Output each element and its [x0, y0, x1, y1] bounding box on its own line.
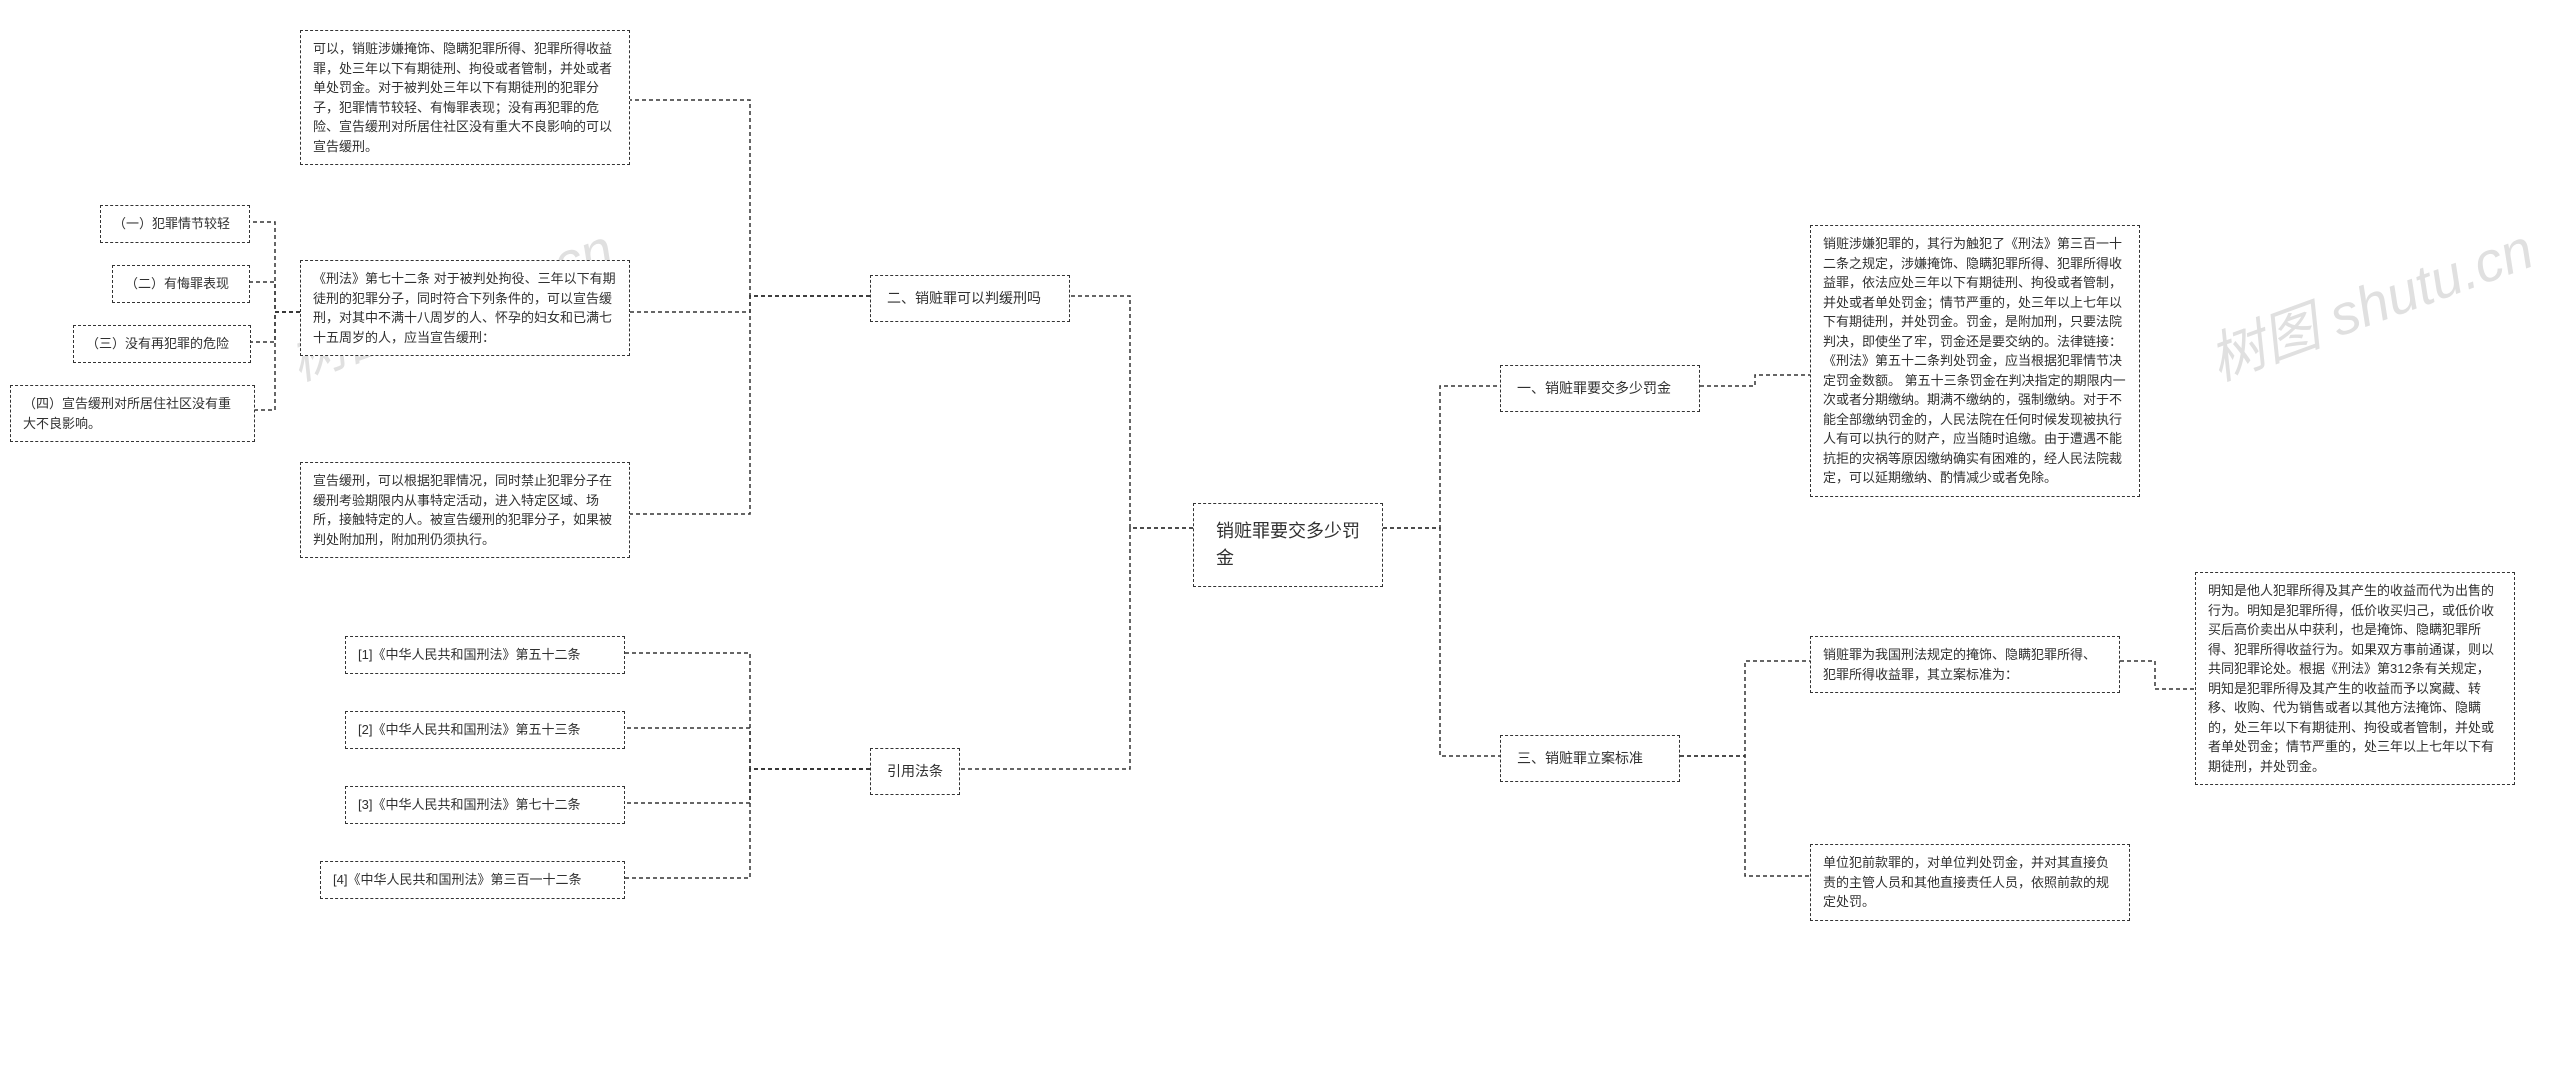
citation-2: [2]《中华人民共和国刑法》第五十三条 — [345, 711, 625, 749]
section-3-title[interactable]: 三、销赃罪立案标准 — [1500, 735, 1680, 782]
section-2-detail-mid: 《刑法》第七十二条 对于被判处拘役、三年以下有期徒刑的犯罪分子，同时符合下列条件… — [300, 260, 630, 356]
citations-title[interactable]: 引用法条 — [870, 748, 960, 795]
condition-1: （一）犯罪情节较轻 — [100, 205, 250, 243]
condition-3: （三）没有再犯罪的危险 — [73, 325, 251, 363]
citation-3: [3]《中华人民共和国刑法》第七十二条 — [345, 786, 625, 824]
section-2-title[interactable]: 二、销赃罪可以判缓刑吗 — [870, 275, 1070, 322]
section-2-detail-top: 可以，销赃涉嫌掩饰、隐瞒犯罪所得、犯罪所得收益罪，处三年以下有期徒刑、拘役或者管… — [300, 30, 630, 165]
watermark-2: 树图 shutu.cn — [2196, 204, 2543, 396]
citation-1: [1]《中华人民共和国刑法》第五十二条 — [345, 636, 625, 674]
citation-4: [4]《中华人民共和国刑法》第三百一十二条 — [320, 861, 625, 899]
condition-2: （二）有悔罪表现 — [112, 265, 250, 303]
root-node[interactable]: 销赃罪要交多少罚金 — [1193, 503, 1383, 587]
section-3-detail-3: 单位犯前款罪的，对单位判处罚金，并对其直接负责的主管人员和其他直接责任人员，依照… — [1810, 844, 2130, 921]
section-3-detail-2: 明知是他人犯罪所得及其产生的收益而代为出售的行为。明知是犯罪所得，低价收买归己，… — [2195, 572, 2515, 785]
section-3-detail-1: 销赃罪为我国刑法规定的掩饰、隐瞒犯罪所得、犯罪所得收益罪，其立案标准为： — [1810, 636, 2120, 693]
section-1-title[interactable]: 一、销赃罪要交多少罚金 — [1500, 365, 1700, 412]
section-2-detail-bottom: 宣告缓刑，可以根据犯罪情况，同时禁止犯罪分子在缓刑考验期限内从事特定活动，进入特… — [300, 462, 630, 558]
condition-4: （四）宣告缓刑对所居住社区没有重大不良影响。 — [10, 385, 255, 442]
section-1-detail: 销赃涉嫌犯罪的，其行为触犯了《刑法》第三百一十二条之规定，涉嫌掩饰、隐瞒犯罪所得… — [1810, 225, 2140, 497]
